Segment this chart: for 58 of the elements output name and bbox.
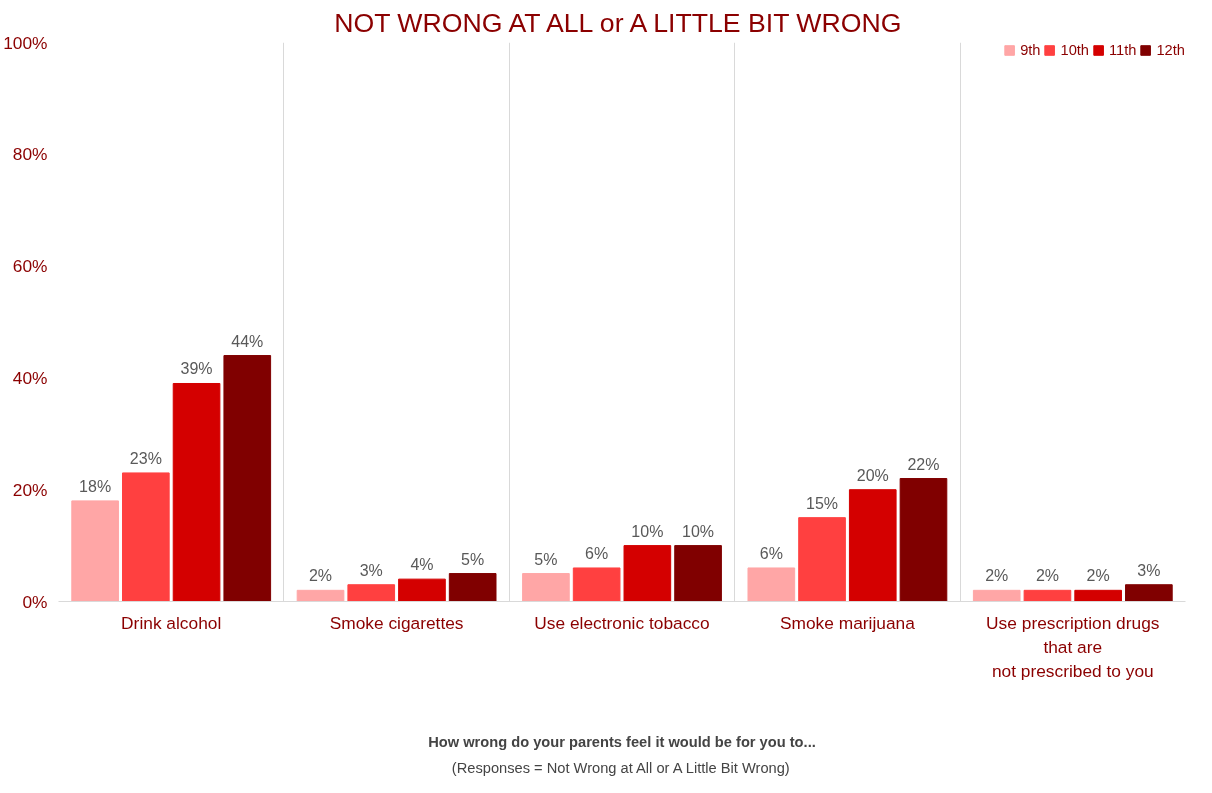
bar: [848, 489, 897, 602]
text: (Responses = Not Wrong at All or A Little Bit Wrong): [451, 759, 790, 776]
legend-label: 12th: [1156, 42, 1185, 58]
data-label: 5%: [534, 550, 558, 568]
y-tick-label: 40%: [12, 367, 48, 388]
legend-label: 10th: [1060, 42, 1090, 58]
bar: [223, 355, 272, 602]
x-tick-label: Use electronic tobacco: [534, 612, 710, 633]
y-tick-label: 80%: [12, 144, 48, 165]
data-label: 15%: [806, 494, 839, 512]
x-tick-label: Smoke cigarettes: [329, 612, 464, 633]
data-label: 10%: [682, 522, 715, 540]
data-label: 2%: [1035, 567, 1060, 585]
data-label: 6%: [585, 544, 609, 562]
bar: [1125, 584, 1173, 602]
data-label: 2%: [985, 567, 1009, 585]
data-label: 2%: [308, 567, 333, 585]
bar: [798, 517, 846, 602]
data-label: 39%: [180, 360, 213, 378]
bar: [71, 500, 119, 602]
x-tick-label: Drink alcohol: [121, 612, 222, 633]
legend-label: 9th: [1020, 42, 1041, 58]
data-label: 3%: [359, 561, 383, 579]
bar: [899, 478, 948, 602]
bar: [1074, 589, 1122, 602]
bar: [522, 573, 570, 602]
data-label: 23%: [129, 449, 162, 467]
legend-label: 11th: [1109, 42, 1137, 58]
bar: [1023, 589, 1072, 602]
bar: [347, 584, 396, 602]
data-label: 6%: [759, 544, 783, 562]
bar: [572, 567, 621, 602]
bar: [172, 382, 221, 602]
data-label: 20%: [856, 466, 889, 484]
bar: [623, 545, 672, 602]
data-label: 4%: [410, 556, 434, 574]
x-axis-title: How wrong do your parents feel it would be for you to...: [428, 733, 816, 750]
data-label: 44%: [231, 332, 264, 350]
data-label: 18%: [79, 477, 112, 495]
bar: [747, 567, 796, 602]
y-tick-label: 0%: [22, 591, 48, 612]
bar: [448, 573, 497, 602]
bar: [674, 545, 722, 602]
y-tick-label: 20%: [12, 479, 48, 500]
bar: [972, 589, 1021, 602]
y-tick-label: 60%: [12, 256, 48, 277]
data-label: 22%: [907, 455, 940, 473]
data-label: 5%: [461, 550, 485, 568]
y-tick-label: 100%: [3, 32, 48, 53]
bar: [398, 578, 446, 602]
data-label: 3%: [1137, 561, 1161, 579]
bar: [296, 589, 345, 602]
chart-title: NOT WRONG AT ALL or A LITTLE BIT WRONG: [334, 7, 902, 38]
bar: [122, 472, 170, 602]
x-tick-label: Smoke marijuana: [779, 612, 916, 633]
data-label: 2%: [1086, 567, 1110, 585]
x-tick-label: Use prescription drugs that are not prescribed to you: [986, 612, 1160, 681]
data-label: 10%: [631, 522, 664, 540]
